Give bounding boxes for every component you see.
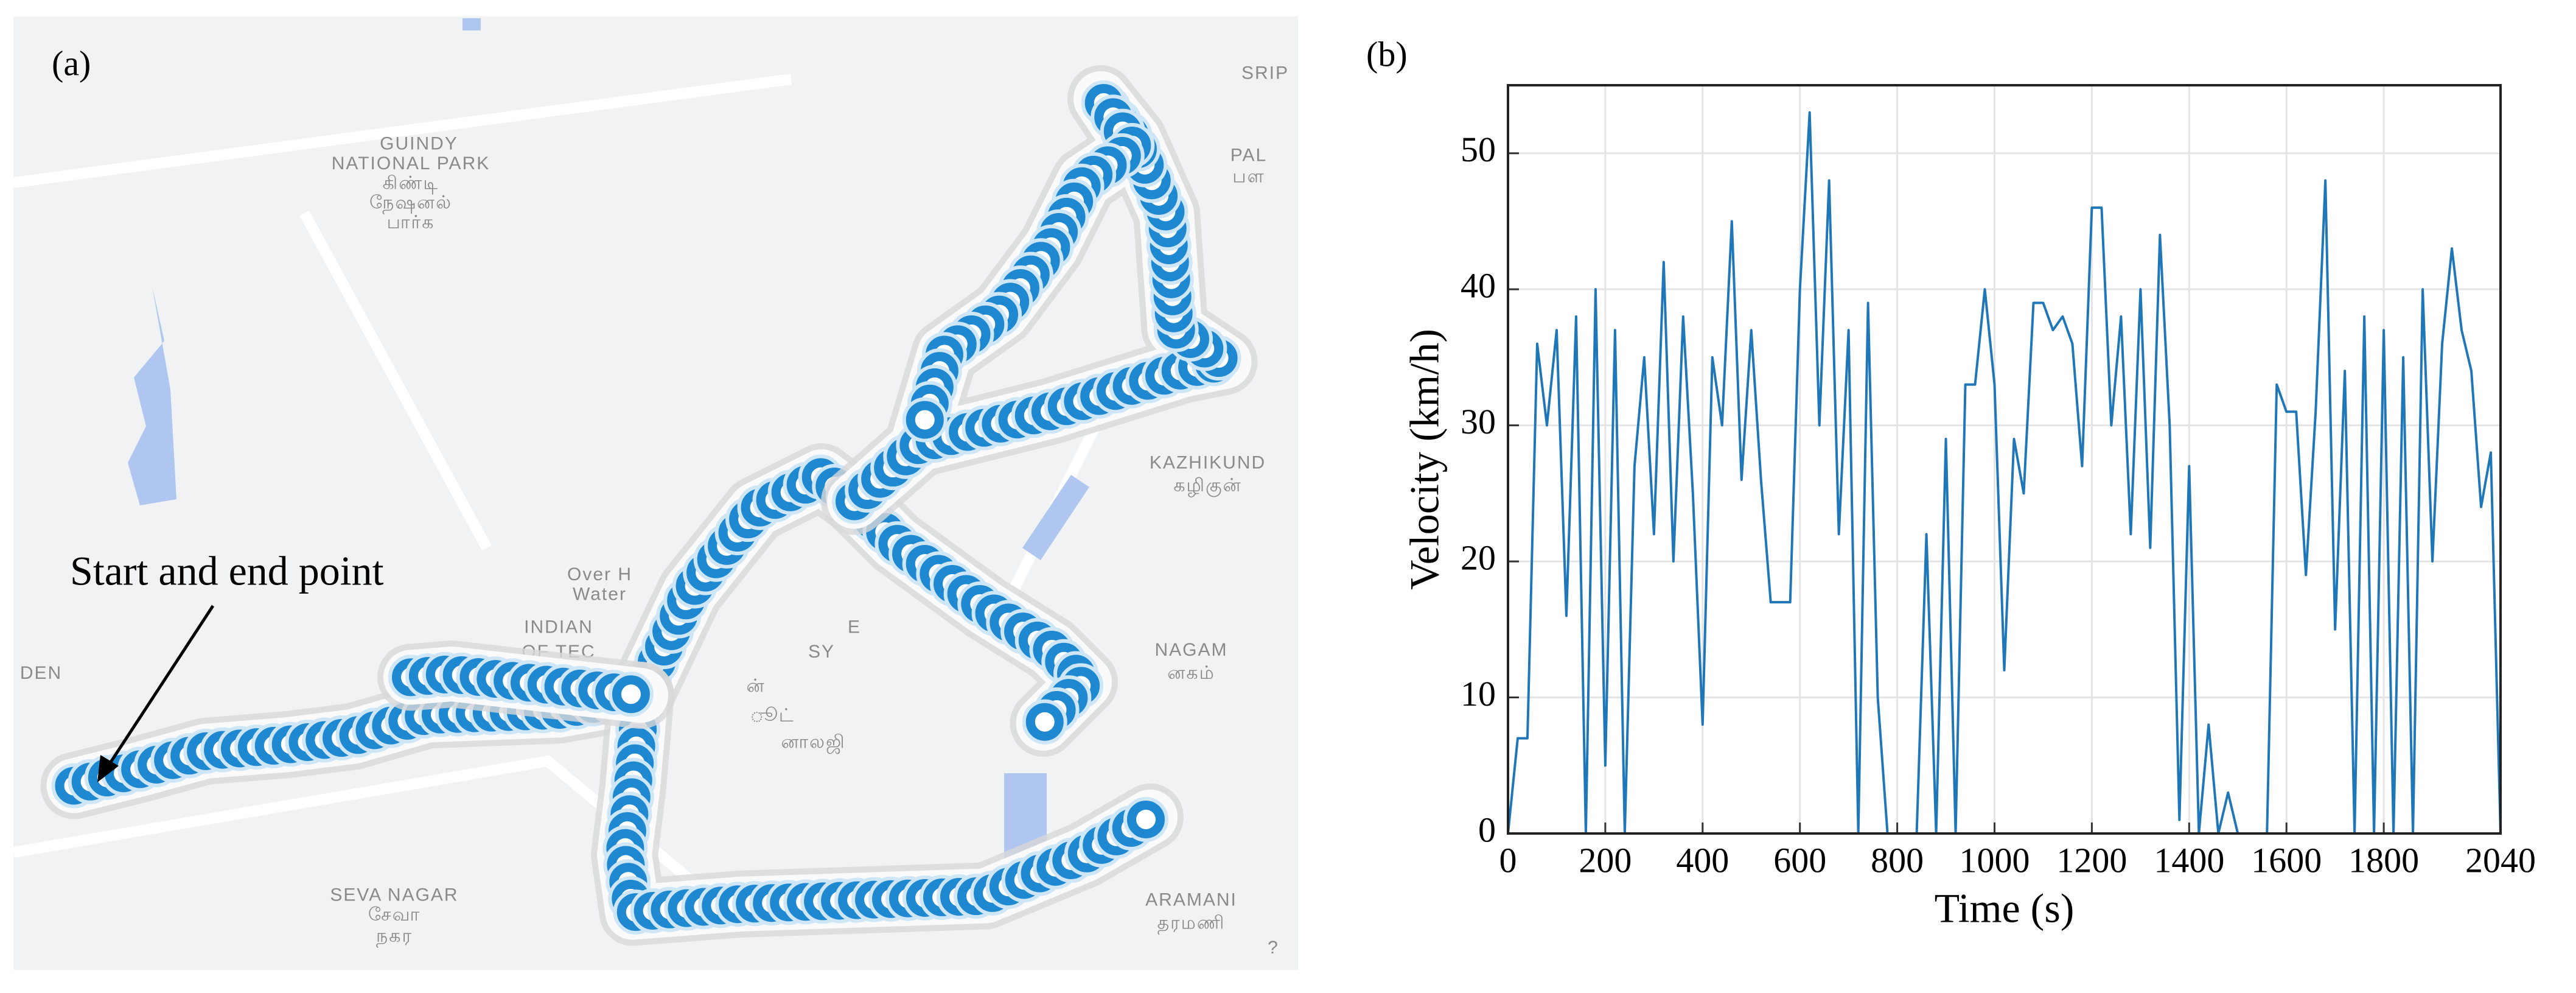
map-label: PAL — [1230, 145, 1267, 165]
map-label: கழிகுன் — [1173, 475, 1241, 497]
x-tick-label: 0 — [1499, 840, 1517, 880]
map-label: கிண்டி — [383, 173, 439, 194]
map-label: ன் — [746, 676, 765, 697]
y-tick-label: 10 — [1461, 674, 1496, 714]
plot-area — [1508, 85, 2501, 833]
map-label: NAGAM — [1154, 640, 1227, 660]
y-tick-label: 0 — [1478, 810, 1496, 849]
map-label: SY — [808, 642, 835, 662]
annotation-arrow — [102, 605, 215, 774]
map-label: NATIONAL PARK — [332, 153, 490, 174]
x-tick-label: 400 — [1676, 840, 1729, 880]
y-tick-label: 50 — [1461, 130, 1496, 169]
annotation: Start and end point — [70, 548, 384, 594]
x-tick-label: 1000 — [1960, 840, 2030, 880]
map-label: தரமணி — [1157, 913, 1226, 935]
map-water — [462, 18, 481, 30]
chart: 0 10 20 30 40 50 0 200 400 600 800 1000 1200 1400 1600… — [1401, 84, 2536, 932]
route-point-center — [621, 684, 641, 704]
map-water — [128, 286, 176, 505]
map-water — [1004, 475, 1089, 865]
map-label: ? — [1268, 938, 1279, 958]
map-label: நகர — [376, 926, 413, 948]
x-tick-label: 800 — [1871, 840, 1924, 880]
map-label: பள — [1232, 167, 1265, 187]
x-tick-label: 200 — [1579, 840, 1632, 880]
route — [40, 65, 1258, 946]
y-axis-label: Velocity (km/h) — [1401, 329, 1448, 590]
map-label: Over H — [567, 564, 632, 584]
route-point-center — [1035, 712, 1055, 732]
velocity-line — [1507, 111, 2502, 835]
y-tick-label: 40 — [1461, 265, 1496, 305]
map-label: DEN — [20, 663, 62, 683]
map-label: னகம் — [1167, 663, 1215, 683]
map-label: ூட் — [750, 706, 795, 726]
arrow-head — [97, 755, 119, 782]
x-tick-label: 1600 — [2251, 840, 2322, 880]
map-label: GUINDY — [380, 134, 458, 154]
route-point-center — [915, 410, 935, 430]
map-label: Water — [573, 584, 627, 604]
x-tick-label: 1200 — [2056, 840, 2127, 880]
x-tick-label: 600 — [1773, 840, 1826, 880]
map-label: ARAMANI — [1145, 890, 1237, 910]
map-label: E — [848, 617, 861, 637]
map-road — [12, 74, 1101, 918]
x-axis-label: Time (s) — [1935, 885, 2075, 932]
panel-label: (a) — [52, 43, 91, 83]
x-tick-label: 1800 — [2348, 840, 2419, 880]
map-label: INDIAN — [524, 617, 593, 637]
x-tick-label: 2040 — [2465, 840, 2536, 880]
map-label: சேவா — [368, 905, 421, 925]
plot-frame — [1507, 84, 2502, 835]
map-label: SRIP — [1241, 63, 1289, 83]
y-tick-label: 30 — [1461, 402, 1496, 441]
route-point-center — [1136, 809, 1156, 829]
x-tick-label: 1400 — [2154, 840, 2224, 880]
map-label: னாலஜி — [781, 732, 845, 754]
panel-label: (b) — [1366, 34, 1408, 74]
map-label: SEVA NAGAR — [330, 885, 458, 905]
y-tick-label: 20 — [1461, 538, 1496, 577]
map-label: பார்க — [387, 212, 435, 233]
map-label: KAZHIKUND — [1150, 452, 1266, 472]
map-label: நேஷனல் — [369, 193, 452, 215]
